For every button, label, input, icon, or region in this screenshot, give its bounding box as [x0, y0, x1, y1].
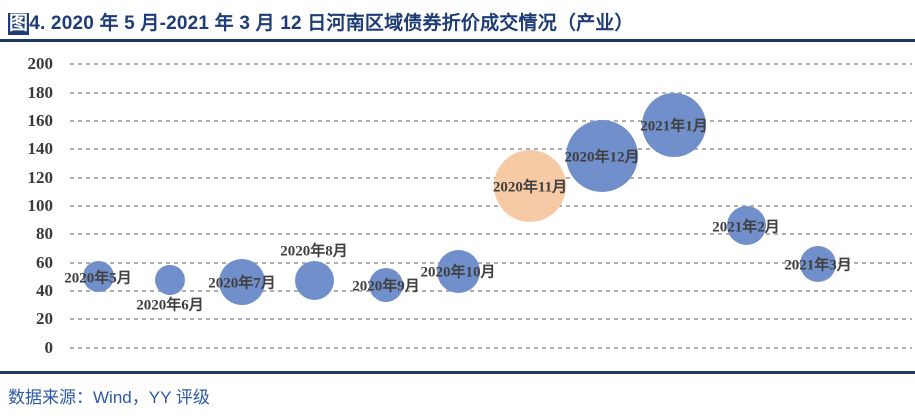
gridline: [70, 176, 912, 179]
figure-title: 图4. 2020 年 5 月-2021 年 3 月 12 日河南区域债券折价成交…: [8, 8, 634, 35]
gridline: [70, 119, 912, 122]
y-axis-tick-label: 160: [27, 110, 54, 130]
y-axis-tick-label: 60: [36, 252, 53, 272]
bubble: [294, 261, 334, 301]
bubble-label: 2021年1月: [640, 118, 708, 135]
bubble-label: 2020年10月: [420, 264, 496, 281]
gridline: [70, 148, 912, 151]
y-axis-tick-label: 40: [36, 280, 53, 300]
bubble: [494, 150, 566, 222]
bubble: [642, 93, 706, 158]
gridline: [70, 346, 912, 349]
figure-tag: 图: [8, 13, 30, 35]
bubble-label: 2021年2月: [712, 219, 780, 236]
gridline: [70, 91, 912, 94]
y-axis-tick-label: 140: [27, 139, 54, 159]
y-axis-tick-label: 200: [27, 54, 54, 74]
gridline: [70, 261, 912, 264]
y-axis-tick-label: 180: [27, 82, 54, 102]
bubble-label: 2020年12月: [564, 149, 640, 166]
bubble: [436, 249, 480, 293]
bubble: [82, 261, 114, 293]
bubble: [800, 245, 836, 282]
bubble-chart: 0 20 40 60 80 100 120 140 160 180 200 2020年5月 2020年6…: [0, 46, 915, 372]
y-axis-tick-label: 20: [36, 309, 53, 329]
bubble-label: 2020年11月: [492, 179, 568, 196]
bubble-label: 2020年8月: [280, 243, 348, 260]
bubble-label: 2020年9月: [352, 278, 420, 295]
gridline: [70, 204, 912, 207]
gridline: [70, 63, 912, 66]
y-axis-tick-label: 100: [27, 195, 54, 215]
figure-title-text: 4. 2020 年 5 月-2021 年 3 月 12 日河南区域债券折价成交情…: [29, 13, 634, 34]
gridline: [70, 289, 912, 292]
bubble-label: 2020年6月: [136, 297, 204, 313]
gridline: [70, 318, 912, 321]
bubble: [369, 268, 403, 303]
gridline: [70, 233, 912, 236]
bubble: [726, 206, 766, 246]
bubble: [219, 259, 265, 306]
title-divider-line: [0, 39, 915, 42]
bubble-label: 2020年7月: [208, 275, 276, 292]
y-axis-tick-label: 0: [44, 337, 54, 357]
data-source-text: 数据来源：Wind，YY 评级: [8, 388, 210, 407]
y-axis-tick-label: 80: [36, 224, 53, 244]
y-axis-tick-label: 120: [27, 167, 54, 187]
bubble: [155, 264, 185, 295]
bubble-label: 2020年5月: [64, 270, 132, 287]
bubble: [566, 120, 638, 193]
footer-divider-line: [0, 371, 915, 374]
bubble-label: 2021年3月: [784, 257, 852, 274]
